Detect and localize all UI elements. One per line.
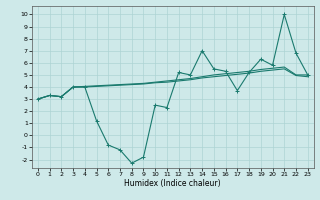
X-axis label: Humidex (Indice chaleur): Humidex (Indice chaleur)	[124, 179, 221, 188]
